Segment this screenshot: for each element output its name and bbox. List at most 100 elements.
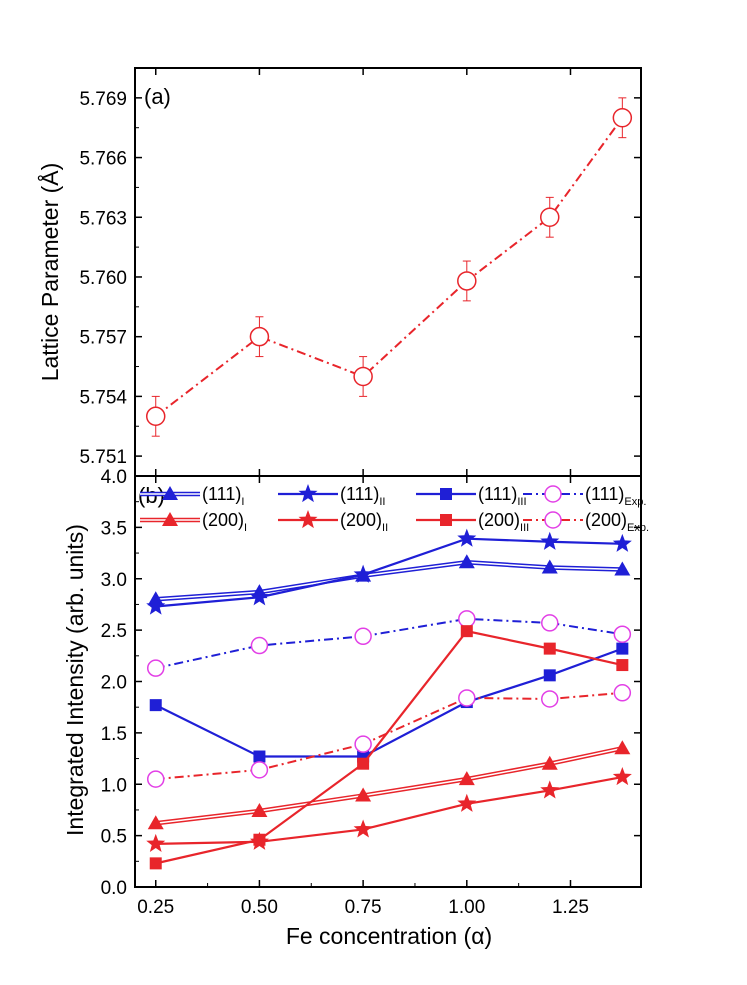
point-200-i (541, 755, 558, 770)
panel-b-frame (134, 475, 642, 888)
point-111-ii (540, 531, 560, 550)
series-line-200-i (155, 746, 623, 826)
point-111-i (614, 561, 631, 576)
point-200-i (147, 815, 164, 830)
series-line-200-exp (155, 691, 623, 781)
point-200-iii (616, 659, 629, 672)
point-111-i (541, 559, 558, 574)
y-tick-label-a: 5.757 (79, 328, 127, 349)
point-200-exp (146, 770, 165, 788)
x-tick-label: 0.75 (345, 897, 382, 918)
point-200-ii (457, 793, 477, 812)
point-200-ii (146, 833, 166, 852)
point-200-ii (612, 767, 632, 786)
lattice-line (155, 117, 624, 418)
series-line-200-ii (155, 775, 623, 845)
series-line-111-iii (155, 647, 623, 758)
x-tick-label: 1.00 (448, 897, 485, 918)
y-tick-label-a: 5.763 (79, 208, 127, 229)
y-tick-label-b: 2.5 (101, 621, 127, 642)
point-200-exp (458, 689, 476, 707)
series-line-111-i-inner (155, 561, 623, 601)
legend-label-200-iii: (200)III (478, 510, 529, 534)
legend-marker-111-i (162, 486, 178, 500)
legend-marker-200-exp (544, 511, 562, 529)
y-tick-label-b: 0.0 (101, 878, 127, 899)
y-tick-label-b: 4.0 (101, 467, 127, 488)
point-111-ii (353, 564, 373, 583)
legend-marker-111-exp (544, 485, 562, 503)
x-tick-label: 1.25 (552, 897, 589, 918)
legend-label-111-i: (111)I (202, 484, 244, 508)
panel-b-ylabel: Integrated Intensity (arb. units) (62, 524, 88, 836)
y-tick-label-b: 1.0 (101, 775, 127, 796)
point-111-exp (354, 627, 372, 646)
legend-marker-111-ii (298, 484, 318, 503)
lattice-point (457, 271, 477, 291)
y-tick-label-a: 5.769 (79, 89, 127, 110)
lattice-point (540, 207, 560, 228)
point-111-ii (612, 533, 632, 552)
series-line-111-ii (155, 537, 623, 608)
lattice-point (145, 406, 166, 427)
legend-label-111-iii: (111)III (478, 484, 527, 508)
point-200-i (251, 802, 268, 817)
point-200-i (355, 787, 372, 802)
legend-label-111-ii: (111)II (340, 484, 385, 508)
point-200-iii (357, 757, 370, 770)
panel-a-label: (a) (144, 84, 171, 109)
y-tick-label-a: 5.754 (79, 387, 127, 408)
panel-a-plot (145, 97, 633, 437)
lattice-point (612, 108, 633, 128)
point-200-i (458, 771, 475, 786)
point-111-ii (146, 596, 166, 615)
x-axis-title: Fe concentration (α) (286, 923, 492, 949)
point-200-exp (250, 761, 269, 779)
x-tick-label: 0.25 (137, 897, 174, 918)
point-111-ii (457, 528, 477, 547)
legend-marker-111-iii (440, 488, 452, 500)
point-200-iii (460, 625, 473, 638)
point-111-iii (616, 642, 629, 655)
series-line-200-i-inner (155, 747, 623, 825)
panel-a-frame (134, 67, 642, 477)
point-200-i (614, 740, 631, 755)
y-tick-label-a: 5.760 (79, 268, 127, 289)
point-200-iii (253, 833, 266, 846)
point-200-exp (613, 684, 632, 702)
point-111-exp (541, 614, 559, 632)
panel-b-axis: 0.0 0.5 1.0 1.5 2.0 2.5 3.0 3.5 4.0 0.25 0.50 0.75 1… (101, 467, 641, 918)
panel-b-legend: (111)I (111)II (111)III (111)Exp. (200)I (200… (140, 484, 649, 534)
point-111-iii (253, 750, 266, 763)
legend-label-111-exp: (111)Exp. (585, 484, 646, 508)
point-200-ii (540, 780, 560, 799)
panel-a-axis: 5.751 5.754 5.757 5.760 5.763 5.766 5.769 (79, 68, 641, 476)
legend-marker-200-ii (298, 510, 318, 529)
point-111-exp (613, 625, 632, 643)
point-111-exp (146, 659, 165, 677)
y-tick-label-b: 2.0 (101, 673, 127, 694)
y-tick-label-b: 1.5 (101, 724, 127, 745)
point-111-iii (149, 699, 162, 712)
point-111-ii (249, 587, 269, 606)
point-200-iii (149, 857, 162, 870)
panel-b-plot (146, 528, 632, 870)
legend-label-200-i: (200)I (202, 510, 247, 534)
point-111-iii (543, 669, 556, 682)
legend-marker-200-iii (440, 514, 452, 526)
legend-label-200-exp: (200)Exp. (585, 510, 649, 534)
point-111-exp (250, 636, 269, 655)
series-line-200-iii (155, 629, 623, 865)
y-tick-label-b: 3.0 (101, 570, 127, 591)
point-200-exp (541, 690, 559, 708)
lattice-point (353, 366, 373, 387)
y-tick-label-a: 5.751 (79, 447, 127, 468)
y-tick-label-b: 0.5 (101, 827, 127, 848)
legend-label-200-ii: (200)II (340, 510, 388, 534)
panel-a-ylabel: Lattice Parameter (Å) (36, 163, 63, 382)
point-200-ii (353, 819, 373, 838)
y-tick-label-a: 5.766 (79, 149, 127, 170)
y-tick-label-b: 3.5 (101, 518, 127, 539)
lattice-point (249, 326, 270, 347)
